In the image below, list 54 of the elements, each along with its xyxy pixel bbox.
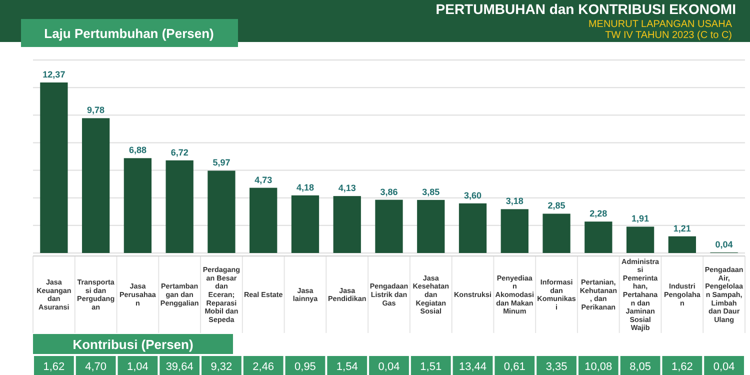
bar (40, 82, 68, 253)
bar (668, 236, 696, 253)
bar (166, 160, 194, 253)
text: Kontribusi (Persen) (72, 337, 194, 352)
chart-title: PERTUMBUHAN dan KONTRIBUSI EKONOMI (436, 1, 736, 17)
text: 8,05 (630, 361, 652, 373)
bar (584, 222, 612, 253)
bar (82, 118, 110, 253)
text: 2,46 (252, 361, 274, 373)
text: 1,51 (420, 361, 442, 373)
chart-subtitle: MENURUT LAPANGAN USAHA TW IV TAHUN 2023 (C to C) (588, 19, 732, 41)
data-label: 9,78 (87, 105, 105, 116)
bar (375, 200, 403, 253)
data-label: 2,28 (590, 208, 608, 219)
data-label: 3,60 (464, 190, 482, 200)
data-label: 0,04 (715, 239, 733, 250)
data-label: 3,18 (506, 196, 524, 206)
bar (626, 226, 654, 253)
text: 9,32 (210, 361, 232, 373)
data-label: 5,97 (212, 158, 230, 168)
text: 1,04 (126, 361, 148, 373)
bar (500, 209, 528, 253)
text: 13,44 (459, 361, 487, 373)
text: 0,95 (294, 361, 316, 373)
bar (250, 188, 278, 253)
data-label: 6,88 (128, 145, 146, 156)
text: 1,62 (671, 361, 693, 373)
data-label: 4,18 (296, 182, 314, 192)
text: 1,54 (336, 361, 358, 373)
text: 3,35 (546, 361, 568, 373)
text: 10,08 (584, 361, 612, 373)
text: 1,62 (43, 361, 65, 373)
bar (542, 214, 570, 253)
data-label: 6,72 (170, 147, 188, 158)
data-label: 4,13 (338, 183, 356, 194)
bar (458, 203, 487, 253)
bar (208, 170, 236, 253)
text: 0,04 (713, 361, 735, 373)
bar (124, 158, 152, 253)
bar (333, 196, 361, 253)
bar (291, 195, 320, 253)
data-label: 3,86 (380, 186, 398, 197)
text: 4,70 (85, 361, 107, 373)
data-label: 12,37 (42, 69, 66, 80)
data-label: 3,85 (422, 186, 440, 197)
data-label: 1,91 (632, 214, 650, 224)
text: 0,04 (378, 361, 400, 373)
data-label: 1,21 (673, 223, 691, 234)
text: 0,61 (504, 361, 526, 373)
y-axis-title: Laju Pertumbuhan (Persen) (44, 26, 214, 41)
text: 39,64 (166, 361, 194, 373)
data-label: 4,73 (254, 174, 272, 185)
data-label: 2,85 (548, 200, 566, 211)
bar (417, 200, 445, 253)
